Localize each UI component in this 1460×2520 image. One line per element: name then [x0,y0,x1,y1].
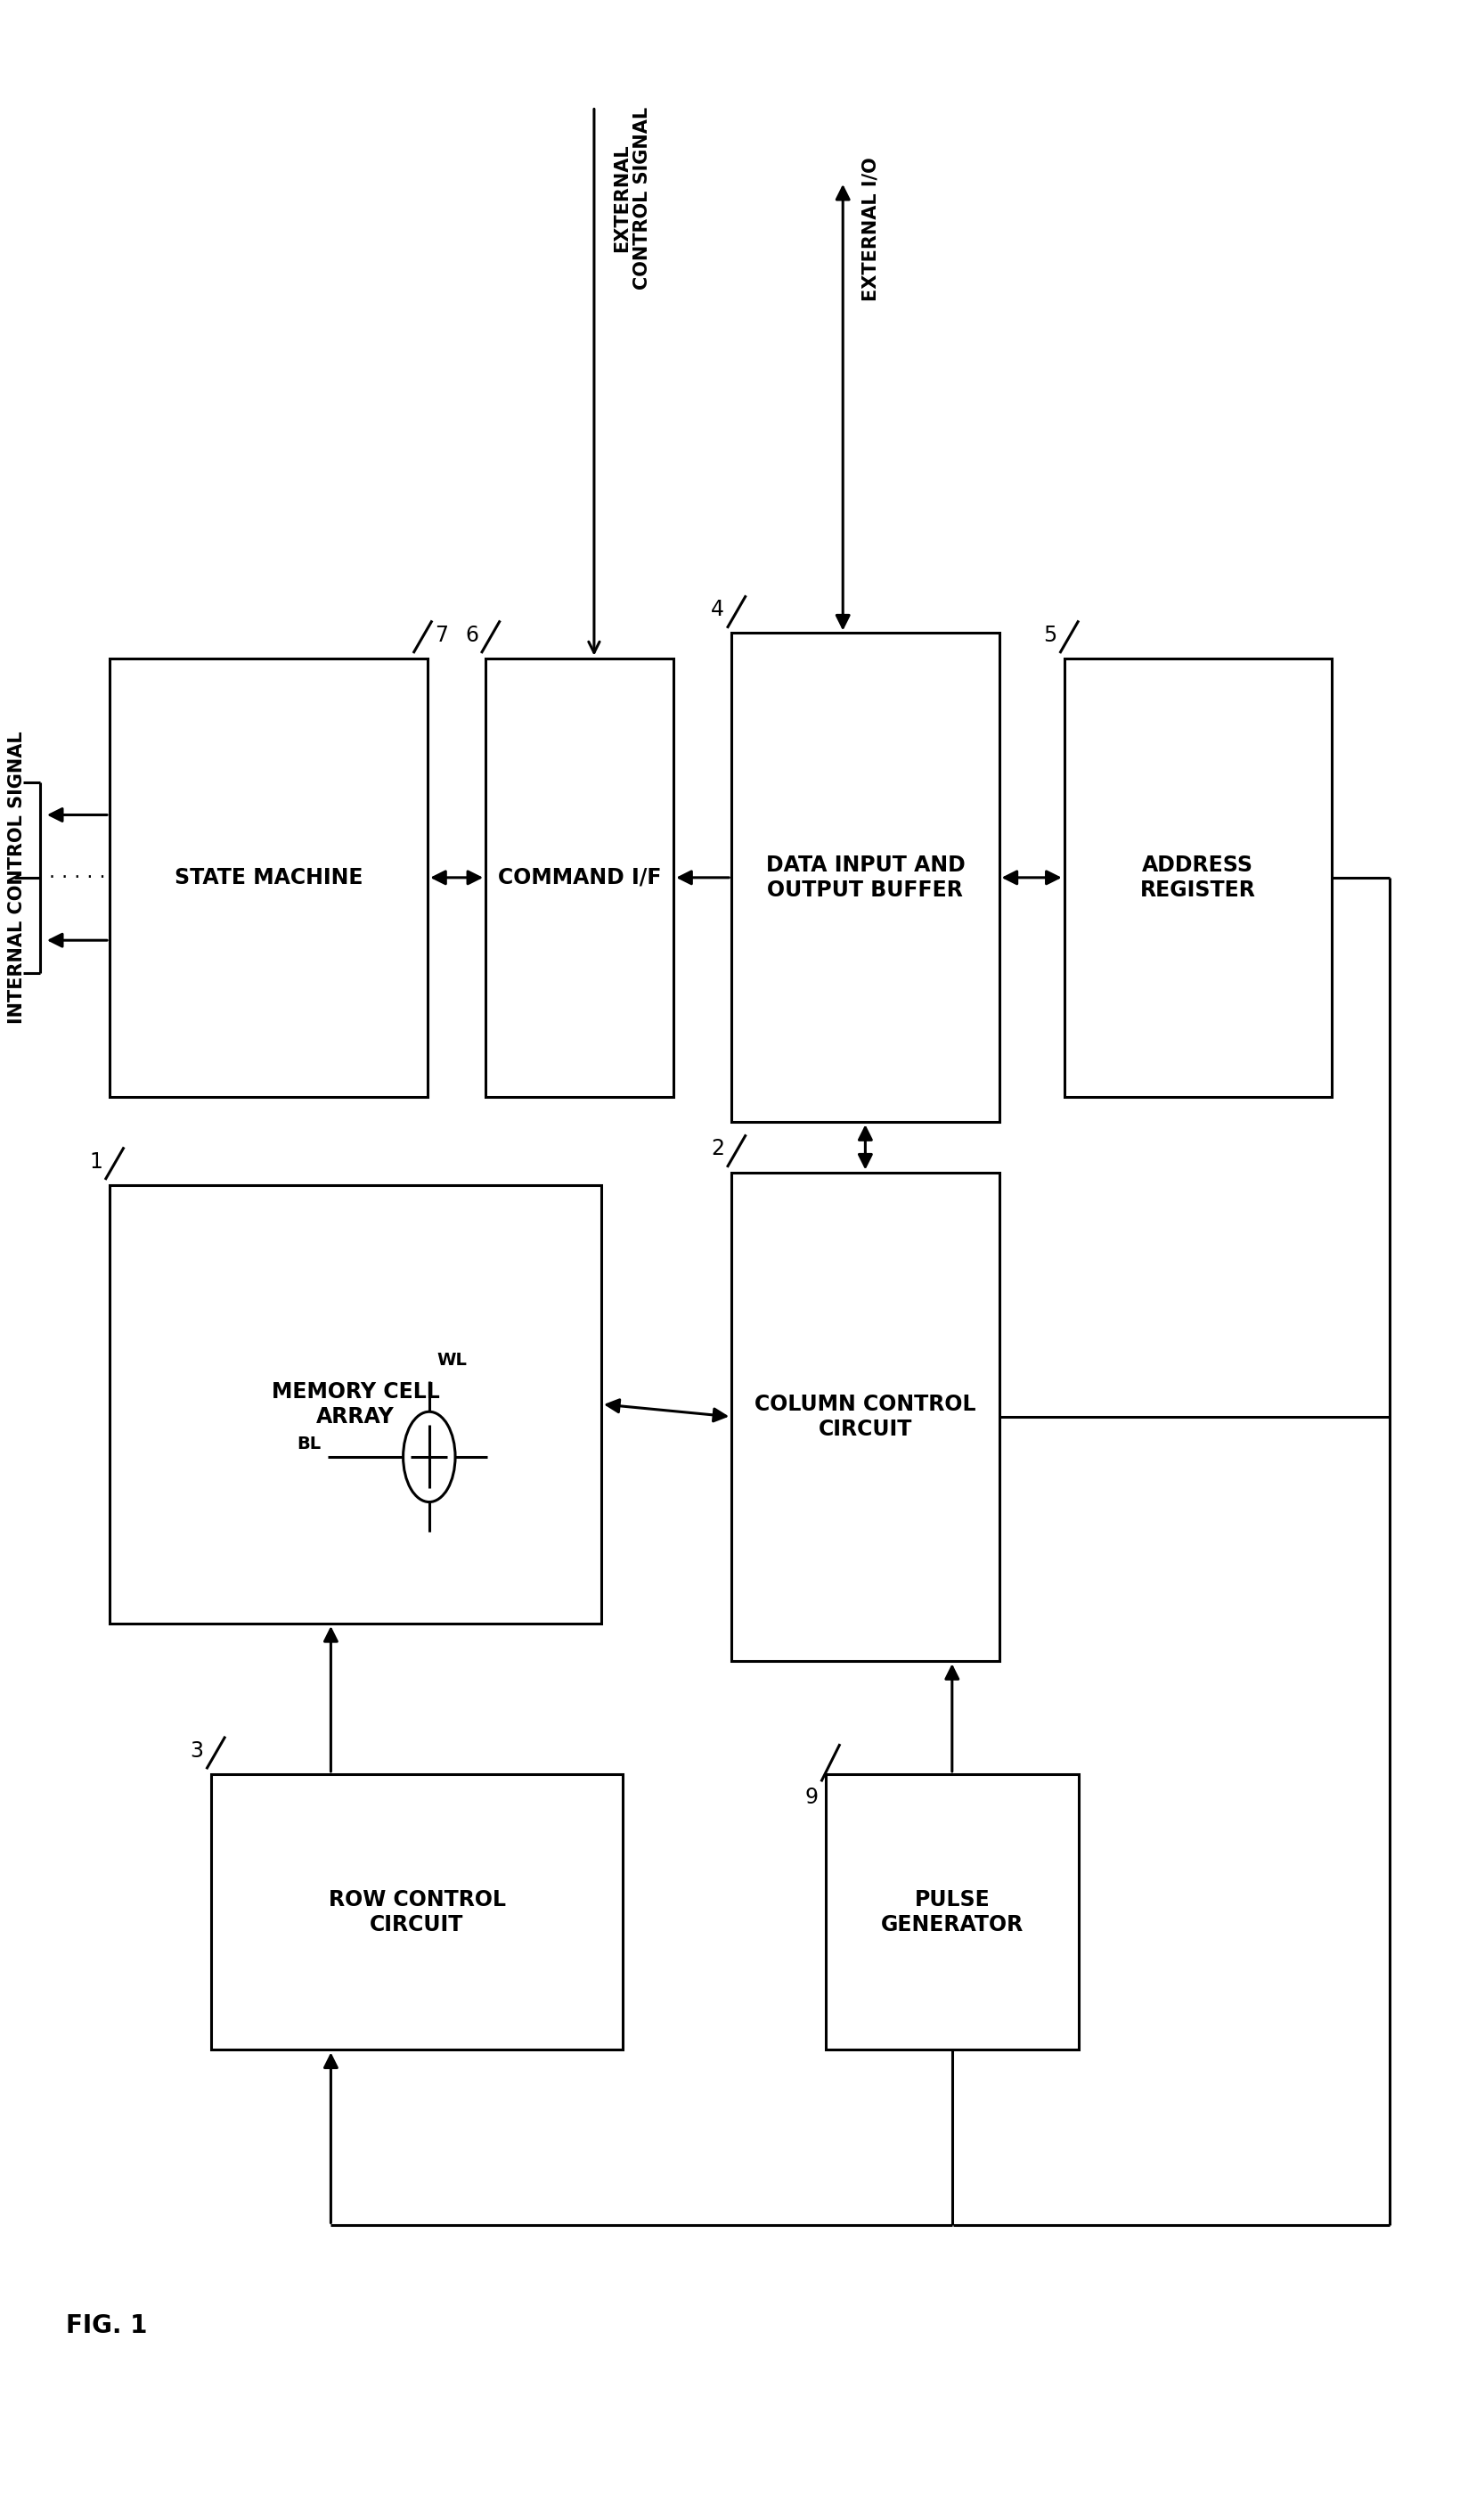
Bar [731,633,999,1121]
Text: 6: 6 [464,625,477,645]
Text: 9: 9 [804,1787,818,1807]
Text: 2: 2 [711,1139,724,1159]
Text: 7: 7 [435,625,448,645]
Bar [825,1774,1077,2049]
Bar [485,658,673,1096]
Text: INTERNAL CONTROL SIGNAL: INTERNAL CONTROL SIGNAL [9,731,26,1023]
Text: FIG. 1: FIG. 1 [66,2313,147,2339]
Text: 5: 5 [1042,625,1056,645]
Text: COMMAND I/F: COMMAND I/F [498,867,661,887]
Text: EXTERNAL
CONTROL SIGNAL: EXTERNAL CONTROL SIGNAL [613,106,651,290]
Text: MEMORY CELL
ARRAY: MEMORY CELL ARRAY [272,1381,439,1426]
Text: 4: 4 [711,600,724,620]
Text: ADDRESS
REGISTER: ADDRESS REGISTER [1139,854,1256,900]
Text: WL: WL [437,1353,466,1368]
Text: · · · · ·: · · · · · [48,869,105,887]
Bar [110,658,428,1096]
Text: 1: 1 [89,1152,102,1172]
Text: 3: 3 [190,1741,203,1761]
Text: STATE MACHINE: STATE MACHINE [174,867,362,887]
Bar [731,1172,999,1661]
Text: BL: BL [296,1436,321,1452]
Text: EXTERNAL I/O: EXTERNAL I/O [861,156,879,300]
Text: DATA INPUT AND
OUTPUT BUFFER: DATA INPUT AND OUTPUT BUFFER [765,854,965,900]
Text: COLUMN CONTROL
CIRCUIT: COLUMN CONTROL CIRCUIT [755,1394,975,1439]
Text: PULSE
GENERATOR: PULSE GENERATOR [880,1890,1023,1935]
Bar [110,1184,602,1623]
Text: ROW CONTROL
CIRCUIT: ROW CONTROL CIRCUIT [328,1890,505,1935]
Circle shape [403,1411,456,1502]
Bar [1063,658,1332,1096]
Bar [210,1774,622,2049]
